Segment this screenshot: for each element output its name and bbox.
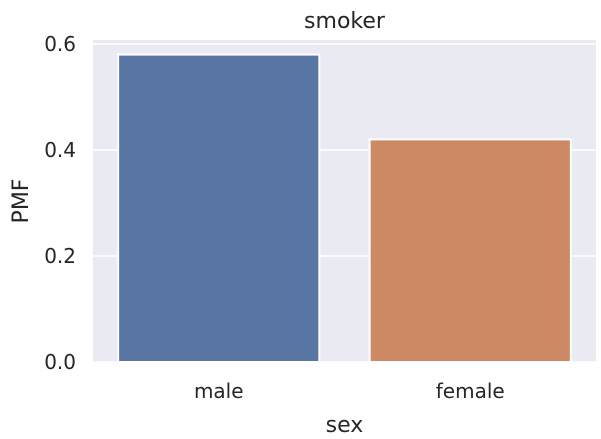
bar-female xyxy=(368,138,572,363)
bars xyxy=(117,53,572,363)
y-tick-labels: 0.0 0.2 0.4 0.6 xyxy=(44,32,76,374)
y-tick-label: 0.4 xyxy=(44,138,76,162)
x-axis-label: sex xyxy=(326,413,364,438)
y-tick-label: 0.2 xyxy=(44,244,76,268)
y-axis-label: PMF xyxy=(9,179,34,224)
y-tick-label: 0.6 xyxy=(44,32,76,56)
x-tick-label: male xyxy=(194,379,244,403)
chart-title: smoker xyxy=(304,9,386,34)
y-tick-label: 0.0 xyxy=(44,350,76,374)
x-tick-label: female xyxy=(436,379,505,403)
bar-male xyxy=(117,53,321,363)
x-tick-labels: male female xyxy=(194,379,505,403)
